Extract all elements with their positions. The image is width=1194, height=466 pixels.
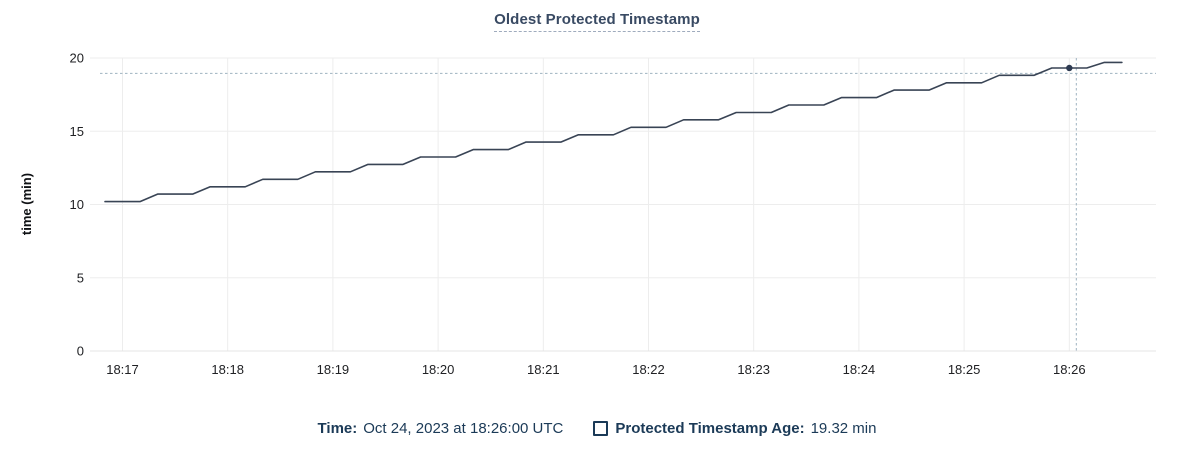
y-tick-label: 20 [70, 51, 84, 66]
series-line [104, 61, 1123, 203]
chart-title-row: Oldest Protected Timestamp [0, 11, 1194, 32]
x-tick-label: 18:20 [422, 362, 455, 377]
y-tick-label: 5 [77, 270, 84, 285]
x-tick-label: 18:25 [948, 362, 981, 377]
y-axis-label: time (min) [19, 173, 34, 235]
x-tick-label: 18:21 [527, 362, 560, 377]
x-tick-label: 18:17 [106, 362, 139, 377]
y-tick-label: 0 [77, 344, 84, 359]
chart-svg[interactable]: 18:17 18:18 18:19 18:20 18:21 18:22 18:23 18:24… [0, 0, 1194, 400]
legend-time-label: Time: [317, 420, 358, 437]
legend-series-value: 19.32 min [810, 420, 877, 437]
chart-title[interactable]: Oldest Protected Timestamp [494, 11, 700, 32]
hover-dot [1066, 64, 1073, 72]
legend-time-value: Oct 24, 2023 at 18:26:00 UTC [363, 420, 564, 437]
x-tick-label: 18:22 [632, 362, 665, 377]
legend-series-toggle[interactable]: Protected Timestamp Age: 19.32 min [593, 420, 876, 437]
x-tick-label: 18:23 [737, 362, 770, 377]
chart-legend: Time: Oct 24, 2023 at 18:26:00 UTC Prote… [0, 420, 1194, 437]
legend-series-label: Protected Timestamp Age: [615, 420, 805, 437]
x-tick-label: 18:26 [1053, 362, 1086, 377]
x-tick-label: 18:24 [843, 362, 876, 377]
y-tick-label: 10 [70, 197, 84, 212]
x-tick-label: 18:18 [211, 362, 244, 377]
series-checkbox-icon[interactable] [593, 421, 609, 436]
x-tick-label: 18:19 [317, 362, 350, 377]
y-tick-label: 15 [70, 124, 84, 139]
